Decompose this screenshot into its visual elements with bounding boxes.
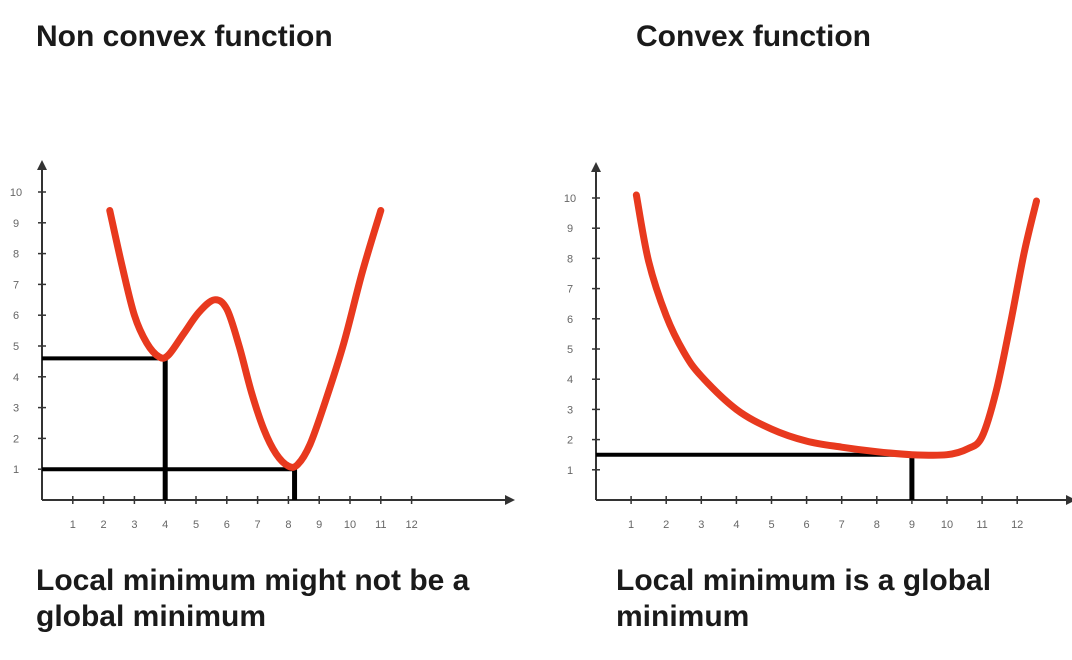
x-tick-label: 8 [285,519,291,531]
y-tick-label: 6 [13,310,19,322]
x-tick-label: 6 [224,519,230,531]
y-tick-label: 8 [567,253,573,265]
y-tick-label: 5 [567,344,573,356]
function-curve [106,206,385,471]
x-tick-label: 2 [101,519,107,531]
y-tick-label: 2 [567,435,573,447]
y-tick-label: 4 [13,372,19,384]
x-tick-label: 3 [698,519,704,531]
y-axis-arrow [591,162,601,172]
x-tick-label: 9 [909,519,915,531]
x-tick-label: 8 [874,519,880,531]
x-tick-label: 11 [375,519,386,531]
y-tick-label: 7 [13,279,19,291]
y-tick-label: 7 [567,284,573,296]
y-tick-label: 5 [13,341,19,353]
x-tick-label: 1 [628,519,634,531]
x-tick-label: 2 [663,519,669,531]
y-tick-label: 3 [13,403,19,415]
x-tick-label: 5 [768,519,774,531]
y-tick-label: 4 [567,374,573,386]
y-tick-label: 6 [567,314,573,326]
panel-caption: Local minimum might not be a global mini… [36,564,470,633]
x-tick-label: 9 [316,519,322,531]
x-tick-label: 10 [941,519,953,531]
x-tick-label: 12 [1011,519,1023,531]
panel-title: Non convex function [36,20,333,53]
y-tick-label: 9 [13,218,19,230]
y-tick-label: 8 [13,249,19,261]
panel-caption: Local minimum is a global minimum [616,564,992,633]
x-tick-label: 4 [162,519,168,531]
x-axis-arrow [505,495,515,505]
panel-title: Convex function [636,20,872,53]
x-tick-label: 10 [344,519,356,531]
y-tick-label: 10 [564,193,576,205]
x-tick-label: 11 [976,519,987,531]
x-tick-label: 4 [733,519,739,531]
y-tick-label: 2 [13,433,19,445]
y-tick-label: 1 [567,465,573,477]
function-curve [632,191,1041,459]
x-tick-label: 7 [839,519,845,531]
y-tick-label: 10 [10,187,22,199]
y-tick-label: 9 [567,223,573,235]
y-tick-label: 3 [567,404,573,416]
x-tick-label: 5 [193,519,199,531]
x-axis-arrow [1066,495,1072,505]
x-tick-label: 6 [804,519,810,531]
x-tick-label: 3 [131,519,137,531]
x-tick-label: 7 [255,519,261,531]
x-tick-label: 12 [405,519,417,531]
panel-convex: Convex function 1 2 3 4 5 6 7 8 9 10 11 12 1 2 3 4 5 6 7 8 9… [536,0,1072,660]
x-tick-label: 1 [70,519,76,531]
y-tick-label: 1 [13,464,19,476]
y-axis-arrow [37,160,47,170]
panel-non-convex: Non convex function 1 2 3 4 5 6 7 8 9 10 11 12 1 2 3 4 5… [10,20,515,633]
